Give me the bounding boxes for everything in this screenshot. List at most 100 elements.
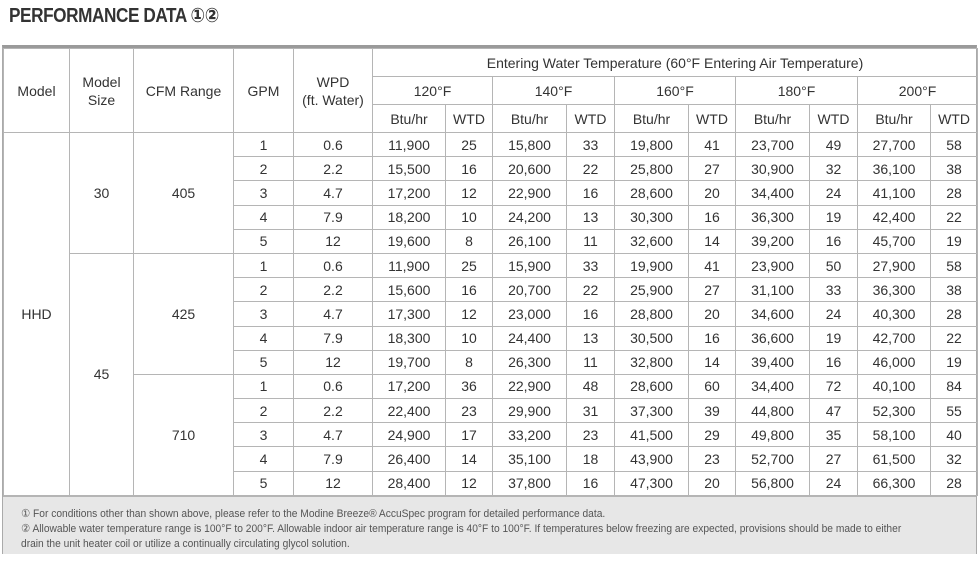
wtd-cell: 16	[566, 180, 615, 206]
btu-cell: 17,200	[372, 180, 446, 206]
wtd-cell: 60	[688, 373, 736, 400]
wtd-cell: 22	[929, 325, 979, 351]
btu-cell: 40,300	[857, 301, 931, 327]
performance-table: Model Model Size CFM Range GPM WPD (ft. Wa…	[3, 48, 979, 496]
btu-cell: 30,900	[735, 156, 810, 182]
wpd-cell: 4.7	[293, 301, 373, 327]
wtd-cell: 72	[809, 373, 858, 400]
wtd-cell: 22	[929, 204, 979, 230]
wtd-cell: 33	[809, 277, 858, 303]
wtd-cell: 23	[445, 398, 493, 424]
wtd-cell: 13	[566, 325, 615, 351]
gpm-cell: 3	[233, 301, 294, 327]
header-text: (ft. Water)	[302, 91, 364, 108]
wtd-cell: 23	[688, 446, 736, 472]
unit-header: Btu/hr	[735, 104, 810, 133]
btu-cell: 15,600	[372, 277, 446, 303]
btu-cell: 61,500	[857, 446, 931, 472]
btu-cell: 42,700	[857, 325, 931, 351]
data-row: 2 2.2 22,400 23 29,900 31 37,300 39 44,800 47 52,3…	[4, 398, 979, 424]
model-cell: HHD	[3, 132, 70, 496]
wtd-cell: 39	[688, 398, 736, 424]
gpm-cell: 2	[233, 156, 294, 182]
gpm-cell: 5	[233, 228, 294, 254]
wtd-cell: 16	[566, 470, 615, 496]
wtd-cell: 33	[566, 252, 615, 279]
wtd-cell: 20	[688, 470, 736, 496]
btu-cell: 24,200	[492, 204, 567, 230]
unit-header: Btu/hr	[614, 104, 689, 133]
wpd-cell: 7.9	[293, 204, 373, 230]
btu-cell: 15,800	[492, 131, 567, 158]
btu-cell: 28,400	[372, 470, 446, 496]
btu-cell: 19,800	[614, 131, 689, 158]
btu-cell: 34,600	[735, 301, 810, 327]
wtd-cell: 20	[688, 180, 736, 206]
btu-cell: 19,600	[372, 228, 446, 254]
btu-cell: 58,100	[857, 422, 931, 448]
wtd-cell: 38	[929, 156, 979, 182]
wpd-cell: 12	[293, 470, 373, 496]
wtd-cell: 29	[688, 422, 736, 448]
btu-cell: 37,800	[492, 470, 567, 496]
btu-cell: 24,400	[492, 325, 567, 351]
btu-cell: 15,900	[492, 252, 567, 279]
btu-cell: 23,000	[492, 301, 567, 327]
wtd-cell: 19	[809, 204, 858, 230]
gpm-cell: 4	[233, 446, 294, 472]
btu-cell: 39,200	[735, 228, 810, 254]
data-row: 3 4.7 24,900 17 33,200 23 41,500 29 49,800 35 58,1…	[4, 422, 979, 448]
data-row: 4 7.9 26,400 14 35,100 18 43,900 23 52,700 27 61,5…	[4, 446, 979, 472]
gpm-cell: 1	[233, 131, 294, 158]
btu-cell: 32,800	[614, 349, 689, 375]
wpd-cell: 2.2	[293, 156, 373, 182]
unit-header: Btu/hr	[492, 104, 567, 133]
gpm-cell: 4	[233, 325, 294, 351]
wtd-cell: 14	[688, 349, 736, 375]
wtd-cell: 10	[445, 204, 493, 230]
btu-cell: 36,100	[857, 156, 931, 182]
wtd-cell: 28	[929, 470, 979, 496]
wtd-cell: 19	[809, 325, 858, 351]
wtd-cell: 14	[445, 446, 493, 472]
wtd-cell: 55	[929, 398, 979, 424]
wtd-cell: 48	[566, 373, 615, 400]
wpd-cell: 0.6	[293, 252, 373, 279]
header-cell: WPD (ft. Water)	[293, 48, 373, 133]
gpm-cell: 1	[233, 252, 294, 279]
wpd-cell: 7.9	[293, 446, 373, 472]
wtd-cell: 38	[929, 277, 979, 303]
btu-cell: 30,300	[614, 204, 689, 230]
wtd-cell: 58	[929, 252, 979, 279]
btu-cell: 36,600	[735, 325, 810, 351]
btu-cell: 43,900	[614, 446, 689, 472]
title: PERFORMANCE DATA ①②	[9, 5, 219, 27]
wtd-cell: 28	[929, 180, 979, 206]
data-row: 3 4.7 17,300 12 23,000 16 28,800 20 34,600 24 40,3…	[4, 301, 979, 327]
header-cell: Model Size	[69, 48, 134, 133]
btu-cell: 20,700	[492, 277, 567, 303]
btu-cell: 49,800	[735, 422, 810, 448]
gpm-cell: 3	[233, 180, 294, 206]
wpd-cell: 4.7	[293, 422, 373, 448]
wtd-cell: 16	[809, 349, 858, 375]
wtd-cell: 32	[809, 156, 858, 182]
header-cell: Entering Water Temperature (60°F Enterin…	[371, 48, 979, 77]
wtd-cell: 24	[809, 301, 858, 327]
btu-cell: 29,900	[492, 398, 567, 424]
btu-cell: 23,900	[735, 252, 810, 279]
data-row: 2 2.2 15,600 16 20,700 22 25,900 27 31,100 33 36,3…	[4, 277, 979, 303]
btu-cell: 20,600	[492, 156, 567, 182]
gpm-cell: 5	[233, 470, 294, 496]
header-text: Size	[87, 91, 116, 108]
btu-cell: 37,300	[614, 398, 689, 424]
wtd-cell: 36	[445, 373, 493, 400]
btu-cell: 41,500	[614, 422, 689, 448]
btu-cell: 15,500	[372, 156, 446, 182]
btu-cell: 47,300	[614, 470, 689, 496]
btu-cell: 19,900	[614, 252, 689, 279]
size-cell: 30	[69, 132, 134, 254]
btu-cell: 52,700	[735, 446, 810, 472]
btu-cell: 34,400	[735, 180, 810, 206]
btu-cell: 24,900	[372, 422, 446, 448]
